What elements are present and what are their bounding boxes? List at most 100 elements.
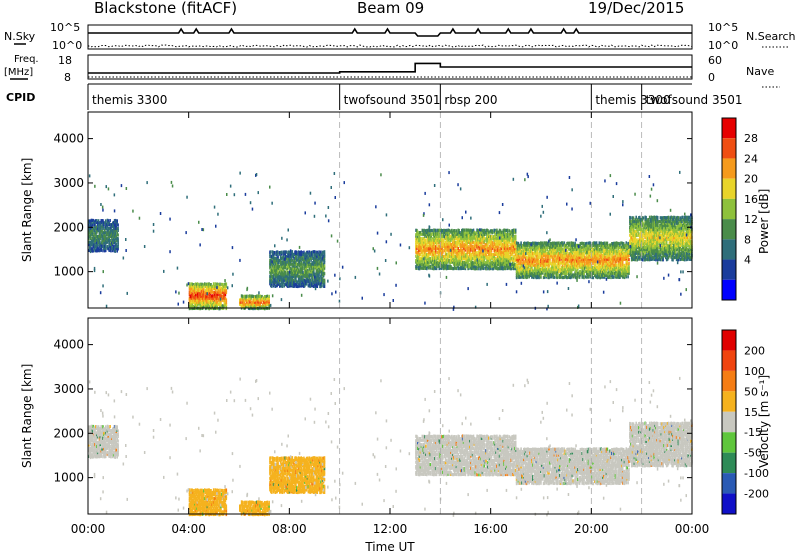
power-cell — [478, 242, 480, 246]
power-cell — [446, 258, 449, 262]
power-cell — [453, 254, 456, 258]
power-cell — [481, 253, 484, 257]
power-cell — [214, 284, 217, 288]
power-cell — [499, 253, 502, 257]
power-cell — [479, 254, 481, 258]
power-cell — [319, 256, 321, 260]
power-cell — [312, 282, 314, 286]
power-cell — [421, 262, 424, 266]
power-cell — [315, 280, 318, 284]
power-cell — [106, 240, 109, 244]
power-cell — [105, 237, 108, 241]
power-cell — [481, 264, 484, 269]
power-cell — [504, 265, 506, 269]
power-cell — [501, 250, 504, 254]
power-cell — [211, 303, 213, 307]
power-cell — [271, 256, 273, 260]
power-cell — [476, 237, 478, 241]
power-cell — [429, 243, 432, 247]
power-cell — [198, 290, 201, 294]
power-cell — [93, 239, 95, 243]
freq-label: Freq. — [14, 54, 39, 65]
power-cell — [314, 258, 317, 262]
power-cell — [480, 245, 483, 249]
power-cell — [199, 282, 202, 286]
power-cell — [100, 220, 102, 224]
power-cell — [273, 272, 276, 276]
power-cell — [269, 258, 271, 262]
power-cell — [103, 234, 105, 238]
power-cell — [416, 256, 418, 261]
power-cell — [223, 284, 226, 288]
power-cell — [272, 276, 275, 281]
power-cell — [223, 292, 226, 296]
power-cell — [196, 284, 199, 288]
power-cell — [480, 266, 483, 270]
power-cell — [269, 260, 271, 265]
power-cell — [420, 232, 423, 236]
power-cell — [469, 264, 471, 268]
power-cell — [441, 248, 443, 252]
power-cell — [472, 265, 475, 269]
power-cell — [504, 248, 506, 253]
power-cell — [434, 236, 437, 241]
power-cell — [423, 251, 425, 255]
power-cell — [97, 247, 100, 251]
power-cell — [316, 276, 319, 280]
power-cell — [96, 225, 98, 229]
power-cell — [419, 240, 422, 244]
power-cell — [213, 290, 216, 295]
power-cell — [218, 290, 220, 295]
power-cell — [317, 276, 319, 280]
power-cell — [501, 237, 504, 241]
power-cell — [471, 247, 474, 251]
power-cell — [104, 225, 107, 229]
power-cell — [111, 223, 113, 227]
power-cell — [416, 250, 418, 254]
power-cell — [417, 235, 419, 239]
power-cell — [452, 229, 455, 233]
power-cell — [514, 228, 517, 232]
power-cell — [112, 241, 114, 245]
power-cell — [431, 257, 433, 261]
power-cell — [474, 260, 477, 264]
power-cell — [468, 231, 470, 235]
power-cell — [488, 250, 491, 255]
power-cell — [198, 284, 201, 288]
power-cell — [501, 231, 504, 235]
power-cell — [101, 243, 103, 247]
power-cell — [323, 264, 326, 268]
power-cell — [460, 267, 462, 271]
power-cell — [296, 258, 298, 262]
power-cell — [443, 243, 446, 247]
power-cell — [91, 241, 94, 245]
power-cell — [473, 256, 476, 261]
power-cell — [433, 238, 435, 242]
power-cell — [116, 227, 118, 231]
power-cell — [498, 252, 501, 257]
power-cell — [277, 276, 279, 280]
power-cell — [109, 230, 111, 234]
power-cell — [108, 234, 110, 238]
power-cell — [112, 221, 114, 225]
power-cell — [319, 262, 321, 266]
power-cell — [104, 235, 106, 239]
power-cell — [434, 240, 437, 245]
power-cell — [316, 252, 319, 256]
power-cell — [278, 272, 280, 276]
power-cell — [496, 233, 498, 237]
power-cell — [502, 259, 504, 263]
power-cell — [430, 246, 432, 250]
power-cell — [476, 234, 478, 238]
power-cell — [266, 294, 269, 298]
power-cell — [213, 286, 216, 290]
power-cell — [443, 249, 446, 253]
power-cell — [428, 229, 431, 233]
power-cell — [288, 264, 291, 268]
power-cell — [433, 242, 435, 247]
power-cell — [479, 256, 482, 260]
power-cell — [245, 295, 247, 299]
power-cell — [286, 266, 288, 270]
power-cell — [323, 256, 326, 260]
power-cell — [194, 294, 196, 298]
